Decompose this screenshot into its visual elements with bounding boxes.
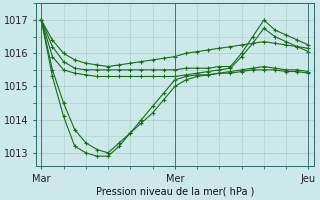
X-axis label: Pression niveau de la mer( hPa ): Pression niveau de la mer( hPa ) bbox=[96, 187, 254, 197]
